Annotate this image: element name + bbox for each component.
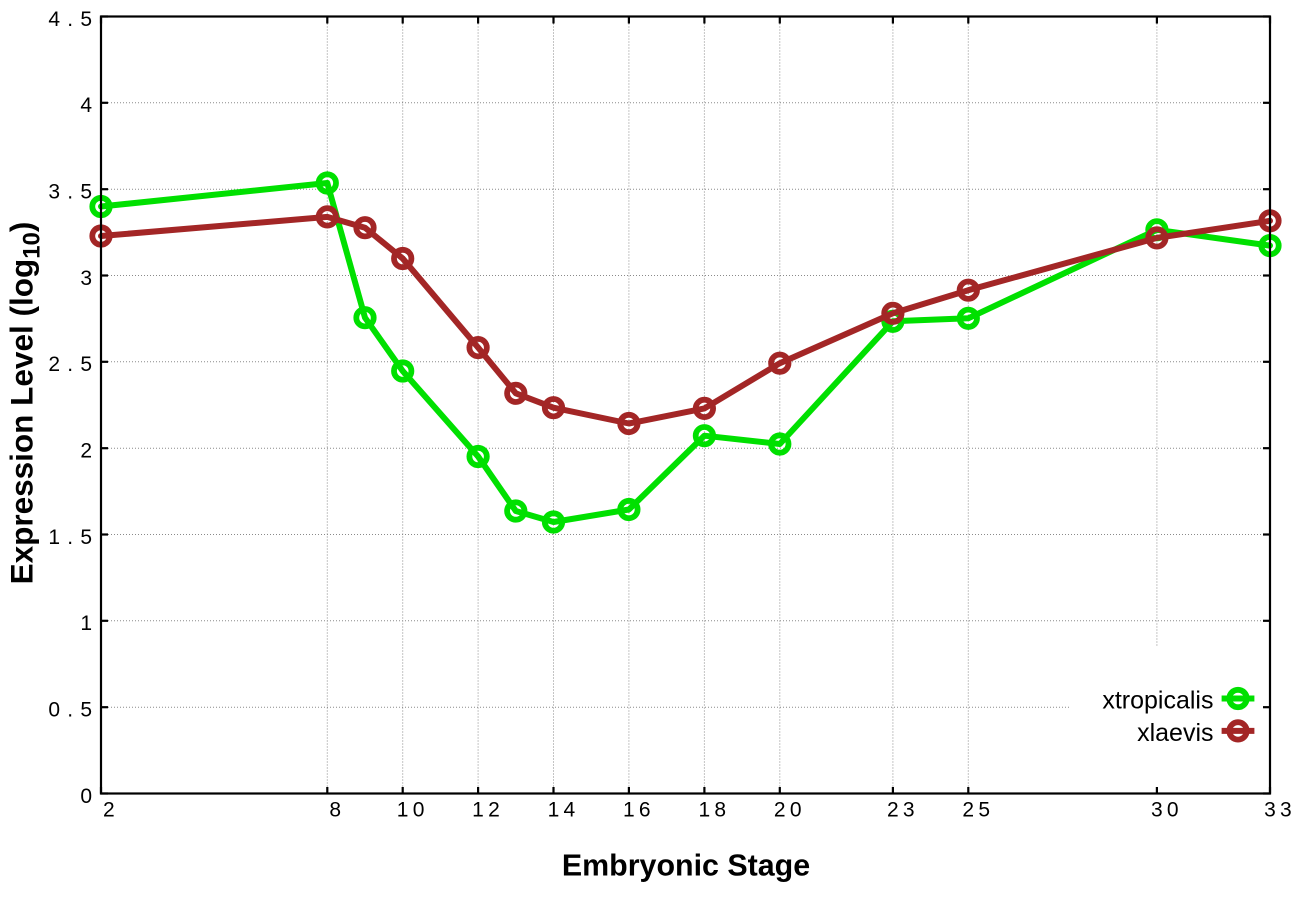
svg-text:1: 1 bbox=[80, 612, 96, 635]
svg-text:Expression Level (log10): Expression Level (log10) bbox=[4, 222, 46, 585]
svg-text:2: 2 bbox=[103, 799, 119, 822]
svg-text:16: 16 bbox=[623, 799, 655, 822]
svg-text:2.5: 2.5 bbox=[48, 353, 96, 376]
svg-text:30: 30 bbox=[1151, 799, 1183, 822]
svg-text:3.5: 3.5 bbox=[48, 181, 96, 204]
svg-text:33: 33 bbox=[1264, 799, 1296, 822]
svg-text:Embryonic Stage: Embryonic Stage bbox=[562, 849, 810, 883]
svg-text:8: 8 bbox=[329, 799, 345, 822]
svg-text:25: 25 bbox=[962, 799, 994, 822]
svg-text:4.5: 4.5 bbox=[48, 8, 96, 31]
svg-text:xlaevis: xlaevis bbox=[1137, 719, 1213, 747]
svg-text:23: 23 bbox=[887, 799, 919, 822]
svg-text:1.5: 1.5 bbox=[48, 526, 96, 549]
svg-text:14: 14 bbox=[548, 799, 580, 822]
svg-text:18: 18 bbox=[698, 799, 730, 822]
svg-text:0.5: 0.5 bbox=[48, 699, 96, 722]
svg-text:12: 12 bbox=[472, 799, 504, 822]
svg-text:10: 10 bbox=[397, 799, 429, 822]
svg-text:2: 2 bbox=[80, 440, 96, 463]
svg-text:4: 4 bbox=[80, 94, 96, 117]
svg-text:xtropicalis: xtropicalis bbox=[1102, 687, 1213, 715]
svg-text:3: 3 bbox=[80, 267, 96, 290]
svg-text:20: 20 bbox=[774, 799, 806, 822]
svg-text:0: 0 bbox=[80, 785, 96, 808]
